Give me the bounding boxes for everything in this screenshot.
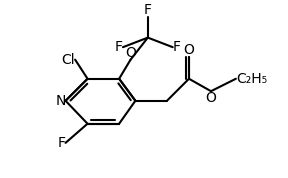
Text: F: F xyxy=(144,2,152,17)
Text: O: O xyxy=(183,43,194,57)
Text: O: O xyxy=(125,46,136,60)
Text: F: F xyxy=(173,40,181,54)
Text: Cl: Cl xyxy=(61,53,75,67)
Text: N: N xyxy=(55,94,66,108)
Text: O: O xyxy=(206,91,216,105)
Text: F: F xyxy=(115,40,123,54)
Text: F: F xyxy=(58,136,66,150)
Text: C₂H₅: C₂H₅ xyxy=(236,72,267,86)
